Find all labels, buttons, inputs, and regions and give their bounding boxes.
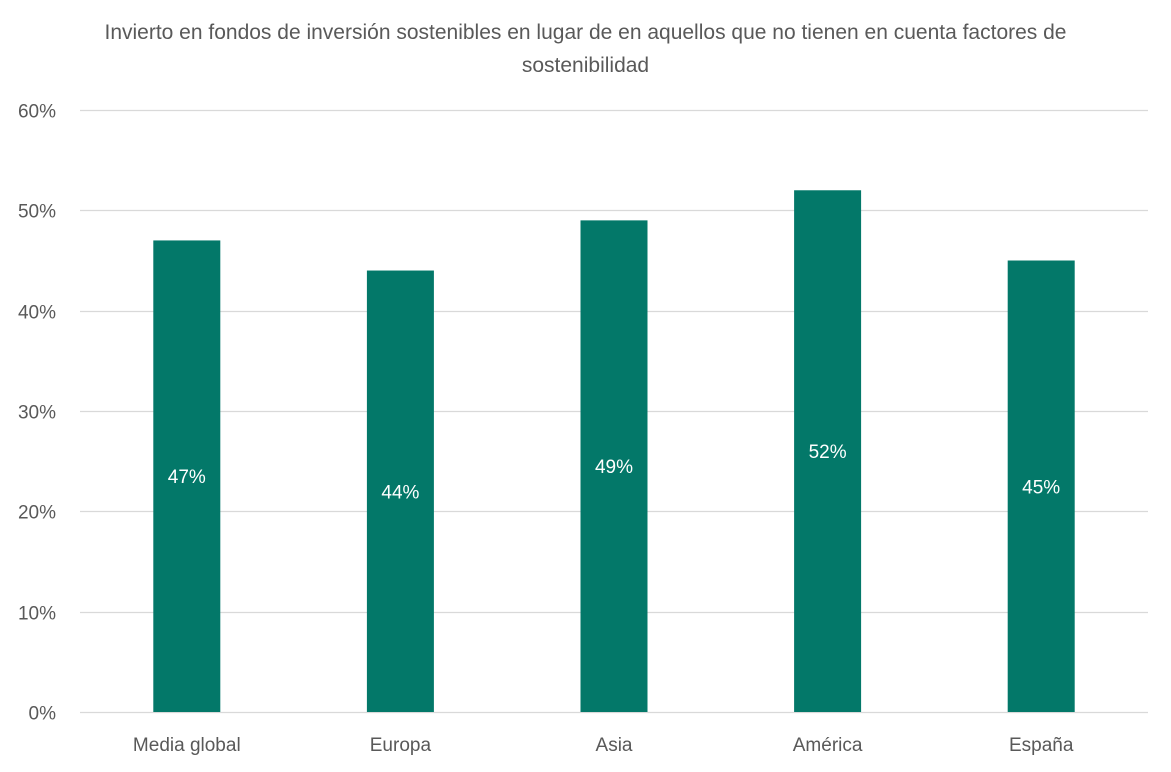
bar	[366, 270, 434, 712]
x-axis-category-labels: Media global Europa Asia América España	[133, 735, 1074, 756]
bars	[153, 190, 1075, 712]
y-tick-label: 30%	[18, 403, 56, 424]
x-category-label: España	[1009, 735, 1074, 756]
y-tick-label: 0%	[29, 704, 57, 725]
bar	[794, 190, 862, 712]
y-tick-label: 20%	[18, 503, 56, 524]
x-category-label: Europa	[370, 735, 432, 756]
y-tick-label: 50%	[18, 202, 56, 223]
chart-title: Invierto en fondos de inversión sostenib…	[104, 21, 1067, 77]
data-labels: 47% 44% 49% 52% 45%	[168, 442, 1061, 503]
y-axis-tick-labels: 0% 10% 20% 30% 40% 50% 60%	[18, 102, 56, 725]
x-category-label: Asia	[596, 735, 633, 756]
data-label: 49%	[595, 457, 633, 478]
data-label: 47%	[168, 467, 206, 488]
gridlines	[80, 109, 1148, 714]
x-category-label: Media global	[133, 735, 241, 756]
data-label: 52%	[809, 442, 847, 463]
data-label: 44%	[381, 482, 419, 503]
bar	[580, 220, 648, 712]
bar	[153, 240, 221, 712]
bar	[1007, 260, 1075, 712]
y-tick-label: 40%	[18, 303, 56, 324]
data-label: 45%	[1022, 477, 1060, 498]
y-tick-label: 10%	[18, 604, 56, 625]
y-tick-label: 60%	[18, 102, 56, 123]
x-category-label: América	[793, 735, 863, 756]
